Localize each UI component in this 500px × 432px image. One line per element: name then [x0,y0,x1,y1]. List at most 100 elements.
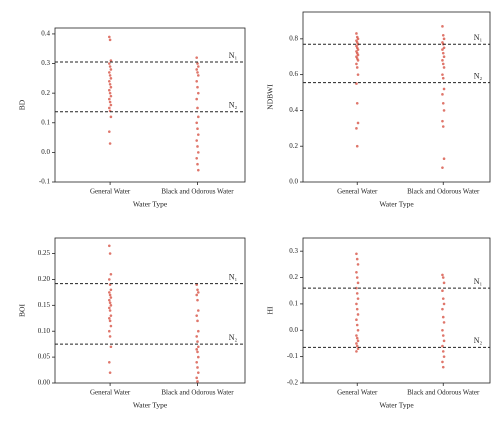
data-point [108,335,112,338]
data-point [196,340,199,343]
x-tick-label: General Water [337,389,378,397]
x-tick-label: General Water [90,188,131,196]
data-point [355,307,359,311]
reference-label: N₂ [229,333,238,342]
x-axis-title: Water Type [133,401,168,410]
data-point [195,80,198,83]
data-point [196,298,199,302]
plot-frame [54,237,246,384]
data-point [197,309,200,312]
data-point [108,62,111,65]
data-point [355,127,358,130]
data-point [195,157,198,160]
data-point [356,297,360,300]
data-point [441,33,445,37]
data-point [197,291,200,294]
y-tick-label: -0.1 [39,178,51,186]
data-point [355,336,359,340]
data-point [108,298,111,302]
data-point [441,125,445,128]
data-point [441,76,445,80]
data-point [441,297,445,300]
reference-label: N₁ [474,33,483,42]
data-point [355,101,359,105]
data-point [441,344,444,348]
data-point [108,35,111,39]
data-point [355,270,358,274]
data-point [197,329,200,333]
data-point [109,314,113,317]
data-point [356,339,360,343]
data-point [355,350,358,353]
data-point [442,339,446,343]
data-point [108,130,111,133]
data-point [108,106,111,110]
data-point [109,304,113,307]
y-tick-label: 0.10 [38,327,51,335]
data-point [108,360,111,364]
data-point [197,345,200,349]
data-point [441,59,444,62]
data-point [195,360,198,364]
data-point [195,139,198,142]
y-tick-label: -0.2 [287,379,299,387]
data-point [196,380,199,383]
y-tick-label: 0.2 [41,89,50,97]
data-point [441,51,445,55]
data-point [108,306,111,310]
data-point [196,366,199,369]
y-tick-label: 0.0 [41,148,50,156]
data-point [109,103,113,107]
data-point [197,74,200,77]
y-tick-label: 0.20 [38,275,51,283]
data-point [108,65,112,68]
data-point [355,344,359,348]
data-point [196,288,199,292]
y-tick-label: -0.1 [287,352,299,360]
data-point [108,71,111,74]
data-point [108,91,112,95]
data-point [108,97,111,101]
data-point [108,309,112,312]
data-point [196,127,199,130]
data-point [355,286,358,290]
x-axis-title: Water Type [133,200,168,209]
reference-label: N₂ [474,72,483,81]
x-tick-label: Black and Odorous Water [407,188,480,196]
x-axis-title: Water Type [379,200,414,209]
data-point [442,281,446,285]
y-tick-label: 0.4 [41,30,50,38]
data-point [355,257,359,261]
x-tick-label: Black and Odorous Water [161,389,234,397]
data-point [109,94,113,98]
data-point [195,56,198,59]
data-point [108,142,112,145]
data-point [108,329,111,333]
data-point [441,101,445,105]
data-point [109,296,113,299]
y-axis-title: BOI [18,304,27,317]
data-point [108,88,111,92]
data-point [108,82,112,86]
data-point [195,314,198,317]
y-tick-label: 0.3 [41,59,50,67]
plot-frame [54,27,246,183]
data-point [195,97,198,101]
data-point [442,87,446,91]
data-point [109,85,113,89]
y-tick-label: 0.8 [289,34,298,42]
data-point [197,65,200,68]
data-point [441,119,444,123]
data-point [441,334,445,337]
data-point [197,133,200,136]
data-point [108,278,111,281]
data-point [355,66,359,69]
data-point [442,37,446,41]
y-tick-label: 0.1 [41,118,50,126]
data-point [356,121,360,125]
y-tick-label: 0.2 [289,273,298,281]
y-tick-label: 0.1 [289,300,298,308]
data-point [441,315,445,319]
data-point [442,66,446,69]
